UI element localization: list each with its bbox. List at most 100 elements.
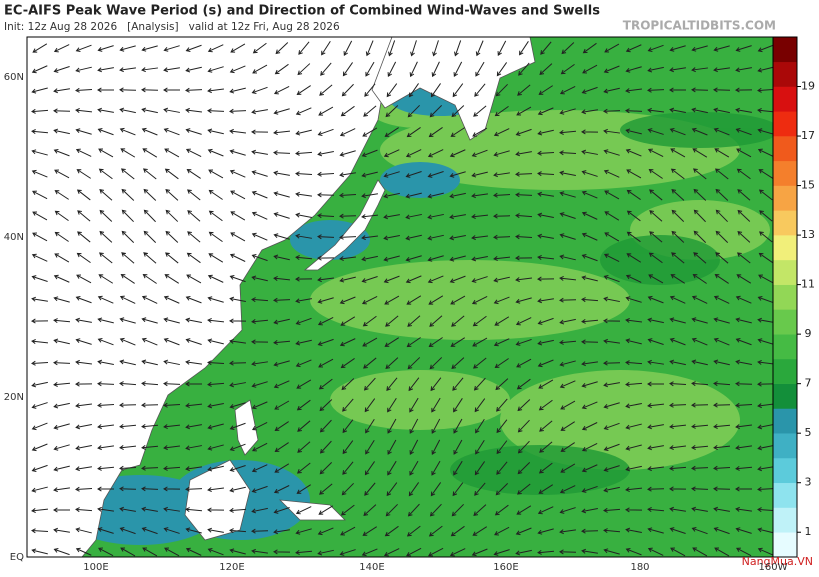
direction-arrow [141, 381, 159, 387]
direction-arrow [408, 482, 420, 497]
direction-arrow [76, 169, 91, 179]
lat-label: 20N [4, 392, 24, 403]
direction-arrow [647, 486, 665, 492]
direction-arrow [165, 188, 179, 201]
direction-arrow [559, 507, 576, 514]
direction-arrow [385, 105, 399, 118]
direction-arrow [759, 210, 773, 222]
direction-arrow [647, 317, 664, 324]
direction-arrow [319, 399, 333, 412]
direction-arrow [691, 359, 708, 366]
direction-arrow [409, 61, 418, 78]
direction-arrow [295, 107, 312, 116]
direction-arrow [119, 127, 136, 136]
direction-arrow [647, 295, 664, 304]
direction-arrow [737, 209, 751, 222]
direction-arrow [119, 381, 137, 387]
direction-arrow [472, 127, 488, 137]
direction-arrow [471, 296, 488, 305]
direction-arrow [537, 171, 555, 177]
direction-arrow [625, 527, 642, 533]
direction-arrow [538, 399, 553, 411]
direction-arrow [581, 109, 598, 115]
direction-arrow [119, 359, 136, 366]
direction-arrow [472, 337, 488, 347]
direction-arrow [406, 337, 421, 348]
colorbar-band [773, 358, 797, 384]
direction-arrow [515, 192, 533, 198]
direction-arrow [603, 548, 620, 555]
direction-arrow [757, 108, 773, 113]
direction-arrow [735, 381, 753, 387]
direction-arrow [449, 192, 466, 199]
direction-arrow [76, 252, 91, 264]
colorbar-label: 15 [801, 179, 815, 192]
direction-arrow [691, 381, 709, 387]
direction-arrow [538, 462, 553, 474]
direction-arrow [185, 107, 202, 113]
direction-arrow [713, 423, 731, 429]
direction-arrow [409, 439, 419, 455]
direction-arrow [473, 504, 487, 516]
direction-arrow [119, 87, 137, 93]
direction-arrow [757, 128, 773, 135]
direction-arrow [229, 443, 246, 452]
colorbar-label: 17 [801, 129, 815, 142]
direction-arrow [251, 339, 269, 345]
direction-arrow [296, 399, 311, 411]
direction-arrow [383, 235, 400, 241]
direction-arrow [229, 253, 246, 262]
direction-arrow [295, 191, 312, 197]
direction-arrow [691, 317, 708, 324]
direction-arrow [757, 486, 773, 492]
direction-arrow [229, 296, 246, 302]
direction-arrow [274, 442, 289, 453]
direction-arrow [625, 423, 642, 430]
direction-arrow [431, 61, 440, 78]
direction-arrow [669, 445, 687, 451]
direction-arrow [185, 295, 202, 304]
direction-arrow [120, 168, 135, 180]
direction-arrow [669, 424, 687, 430]
direction-arrow [229, 169, 246, 178]
direction-arrow [31, 253, 48, 262]
direction-arrow [207, 108, 225, 114]
direction-arrow [99, 209, 113, 222]
direction-arrow [735, 506, 752, 512]
direction-arrow [339, 296, 356, 305]
direction-arrow [537, 276, 555, 282]
direction-arrow [453, 460, 463, 476]
direction-arrow [76, 274, 92, 284]
direction-arrow [581, 548, 598, 554]
direction-arrow [229, 360, 247, 366]
direction-arrow [431, 460, 441, 476]
direction-arrow [142, 547, 158, 557]
direction-arrow [691, 295, 708, 304]
direction-arrow [163, 445, 180, 451]
direction-arrow [98, 168, 113, 180]
direction-arrow [560, 63, 575, 75]
direction-arrow [473, 357, 487, 369]
direction-arrow [163, 317, 180, 324]
colorbar-band [773, 111, 797, 137]
direction-arrow [669, 506, 686, 512]
direction-arrow [582, 64, 598, 74]
direction-arrow [625, 44, 642, 53]
direction-arrow [604, 43, 620, 53]
direction-arrow [361, 276, 378, 283]
direction-arrow [163, 381, 181, 387]
direction-arrow [406, 295, 422, 305]
direction-arrow [474, 398, 486, 413]
direction-arrow [626, 189, 641, 200]
direction-arrow [471, 548, 488, 557]
direction-arrow [317, 151, 334, 157]
direction-arrow [691, 423, 709, 429]
direction-arrow [141, 445, 159, 450]
direction-arrow [473, 377, 486, 391]
direction-arrow [384, 525, 399, 537]
direction-arrow [31, 318, 49, 324]
direction-arrow [295, 298, 312, 304]
direction-arrow [559, 297, 577, 303]
direction-arrow [251, 86, 268, 94]
direction-arrow [318, 505, 334, 515]
